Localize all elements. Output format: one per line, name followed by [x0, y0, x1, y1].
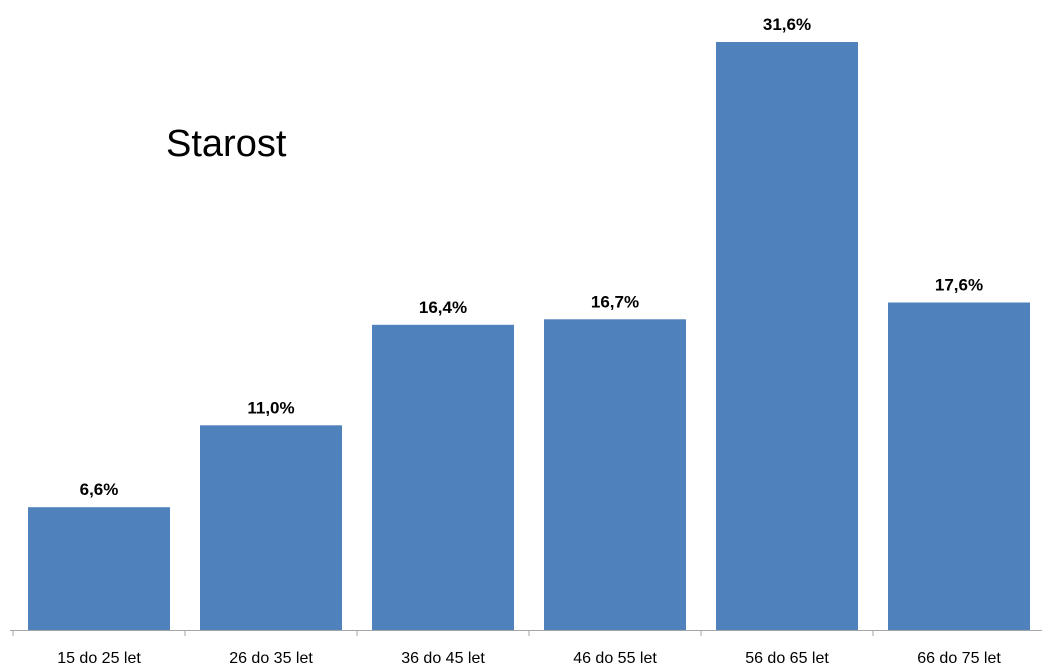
- bars-group: [28, 42, 1030, 630]
- x-axis: 15 do 25 let 26 do 35 let 36 do 45 let 46 d…: [10, 630, 1042, 667]
- bar-6: [888, 302, 1030, 630]
- bar-3: [372, 324, 514, 630]
- data-label-5: 31,6%: [763, 15, 811, 34]
- x-tick-label-4: 46 do 55 let: [573, 650, 657, 667]
- x-tick-label-6: 66 do 75 let: [917, 650, 1001, 667]
- data-label-2: 11,0%: [247, 398, 294, 417]
- x-tick-label-3: 36 do 45 let: [401, 650, 485, 667]
- data-label-4: 16,7%: [591, 292, 639, 311]
- bar-4: [544, 319, 686, 630]
- bar-5: [716, 42, 858, 630]
- x-tick-label-1: 15 do 25 let: [57, 650, 141, 667]
- data-labels-group: 6,6% 11,0% 16,4% 16,7% 31,6% 17,6%: [80, 15, 983, 499]
- chart-title: Starost: [166, 123, 287, 165]
- data-label-1: 6,6%: [80, 480, 119, 499]
- data-label-3: 16,4%: [419, 298, 467, 317]
- x-tick-label-2: 26 do 35 let: [229, 650, 313, 667]
- bar-2: [200, 425, 342, 630]
- bar-1: [28, 507, 170, 630]
- x-tick-label-5: 56 do 65 let: [745, 650, 829, 667]
- data-label-6: 17,6%: [935, 276, 983, 295]
